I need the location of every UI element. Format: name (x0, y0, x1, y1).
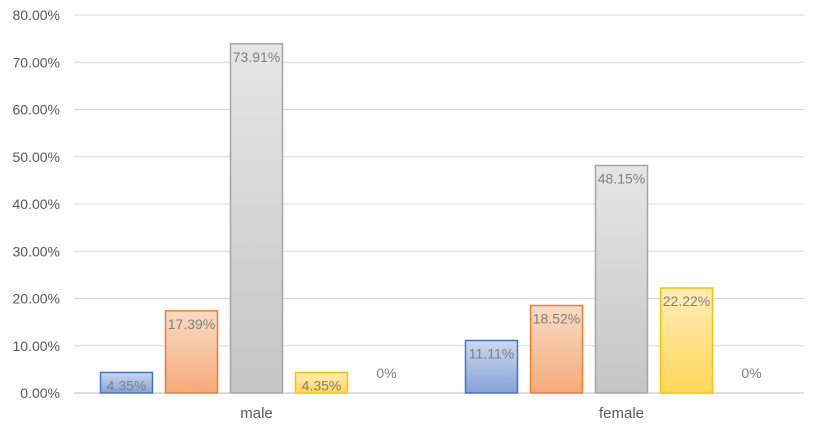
y-tick-label: 40.00% (13, 196, 60, 212)
x-axis-categories: male female (240, 405, 644, 422)
y-tick-label: 0.00% (20, 385, 60, 401)
y-tick-label: 60.00% (13, 102, 60, 118)
data-label: 4.35% (107, 377, 147, 393)
data-label: 73.91% (233, 49, 280, 65)
y-axis-ticks: 0.00% 10.00% 20.00% 30.00% 40.00% 50.00% 60.00… (13, 7, 60, 401)
bar (529, 304, 584, 394)
data-label: 11.11% (469, 346, 514, 362)
y-tick-label: 30.00% (13, 243, 60, 259)
bar (594, 164, 649, 394)
bar (464, 339, 519, 394)
category-label: male (240, 405, 273, 422)
category-label: female (599, 405, 644, 422)
data-label: 22.22% (663, 293, 710, 309)
data-label: 48.15% (598, 170, 645, 186)
bar (229, 43, 284, 394)
y-tick-label: 80.00% (13, 7, 60, 23)
data-label: 0% (741, 365, 761, 381)
bar (99, 371, 154, 394)
bars (99, 43, 714, 394)
y-tick-label: 20.00% (13, 291, 60, 307)
y-tick-label: 70.00% (13, 54, 60, 70)
y-tick-label: 10.00% (13, 338, 60, 354)
data-labels: 4.35% 17.39% 73.91% 4.35% 0% 11.11% 18.52% 48.1… (107, 49, 762, 394)
bar (294, 371, 349, 394)
data-label: 4.35% (302, 377, 342, 393)
data-label: 18.52% (533, 310, 580, 326)
y-tick-label: 50.00% (13, 149, 60, 165)
bar (164, 310, 219, 394)
data-label: 17.39% (168, 316, 215, 332)
bar (659, 287, 714, 394)
data-label: 0% (376, 365, 396, 381)
